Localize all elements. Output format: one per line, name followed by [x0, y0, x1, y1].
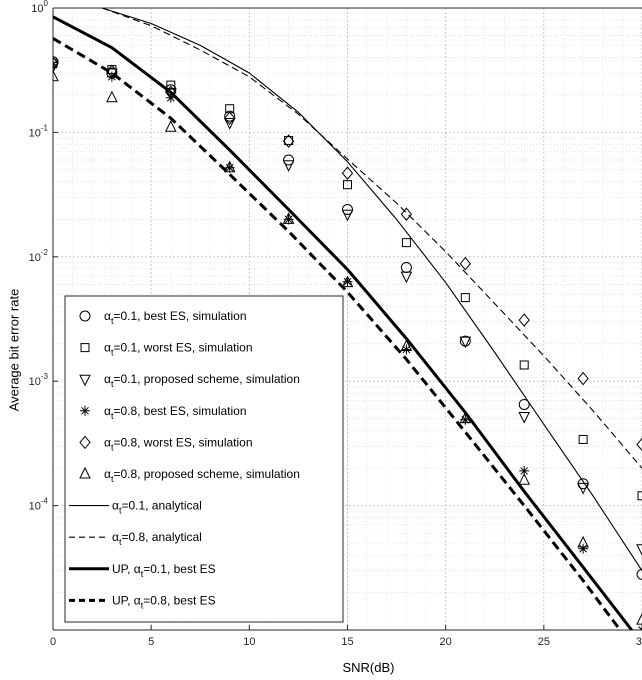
series-3-marker: [224, 162, 235, 173]
series-5-marker: [459, 411, 472, 424]
series-1-marker: [519, 360, 529, 370]
x-tick-label: 10: [243, 636, 255, 648]
series-0-marker: [636, 568, 642, 580]
x-tick-label: 20: [440, 636, 452, 648]
series-4-marker: [282, 134, 295, 148]
series-5-marker: [53, 69, 59, 82]
legend-symbol: [80, 343, 90, 353]
series-5-marker: [164, 120, 177, 132]
legend-box: [64, 295, 344, 623]
series-5-marker: [223, 160, 236, 173]
series-line-7: [101, 8, 642, 469]
series-5-marker: [282, 212, 295, 224]
legend-label: UP, αt=0.8, best ES: [112, 593, 216, 610]
y-tick-label: 100: [31, 0, 48, 15]
series-0-marker: [283, 154, 295, 166]
series-2-marker: [282, 160, 295, 172]
series-markers: [53, 56, 642, 630]
series-2-marker: [223, 118, 236, 130]
series-5-marker: [341, 275, 354, 288]
series-2-marker: [341, 209, 354, 222]
x-tick-label: 30: [636, 636, 642, 648]
legend-label: αt=0.8, proposed scheme, simulation: [104, 467, 300, 484]
axes: 0 5 10 15 20 25 30 10-4 10-3 10-2 10-1 100: [29, 0, 642, 648]
legend-symbol: [79, 435, 91, 450]
series-1-marker: [637, 491, 642, 501]
legend-symbol: [79, 466, 91, 479]
series-5-marker: [577, 535, 589, 548]
series-3-marker: [401, 344, 412, 355]
series-0-marker: [224, 110, 236, 122]
series-2-marker: [577, 482, 589, 495]
series-4-marker: [636, 437, 642, 452]
x-tick-label: 5: [148, 636, 154, 648]
y-tick-label: 10-2: [29, 248, 49, 264]
legend-label: UP, αt=0.1, best ES: [112, 562, 216, 579]
legend-symbol: [79, 310, 91, 322]
x-axis-label: SNR(dB): [342, 660, 395, 675]
series-0-marker: [518, 398, 530, 410]
series-line-9: [53, 37, 622, 630]
legend-label: αt=0.1, analytical: [112, 499, 202, 516]
series-line-8: [53, 15, 634, 630]
series-1-marker: [343, 180, 352, 190]
x-tick-label: 0: [50, 636, 56, 648]
series-4-marker: [53, 56, 59, 70]
series-5-marker: [518, 473, 531, 485]
series-4-marker: [341, 166, 354, 180]
y-tick-label: 10-4: [29, 497, 49, 513]
series-1-marker: [401, 238, 411, 248]
legend-label: αt=0.8, analytical: [112, 530, 202, 547]
series-1-marker: [166, 80, 176, 90]
legend-label: αt=0.8, best ES, simulation: [104, 404, 247, 421]
series-4-marker: [518, 313, 530, 327]
series-1-marker: [460, 293, 470, 303]
legend-symbol: [80, 405, 90, 416]
series-2-marker: [459, 336, 472, 349]
series-line-6: [101, 8, 642, 571]
series-5-marker: [106, 90, 118, 103]
series-5-marker: [636, 613, 642, 625]
legend-label: αt=0.1, proposed scheme, simulation: [104, 372, 300, 389]
series-3-marker: [578, 543, 589, 554]
series-4-marker: [165, 85, 177, 100]
series-4-marker: [106, 64, 118, 79]
series-3-marker: [342, 276, 353, 287]
series-1-marker: [578, 434, 588, 444]
legend-label: αt=0.1, worst ES, simulation: [104, 341, 253, 358]
series-0-marker: [53, 56, 59, 68]
series-lines: [53, 8, 642, 630]
series-2-marker: [636, 544, 642, 556]
y-tick-label: 10-3: [29, 372, 49, 388]
series-5-marker: [400, 339, 413, 352]
series-4-marker: [400, 207, 413, 221]
series-3-marker: [519, 465, 530, 476]
series-3-marker: [283, 214, 294, 225]
series-3-marker: [460, 414, 471, 425]
series-2-marker: [518, 412, 531, 424]
legend-label: αt=0.8, worst ES, simulation: [104, 435, 253, 452]
series-2-marker: [400, 271, 413, 284]
x-tick-label: 15: [341, 636, 353, 648]
legend-symbol: [79, 374, 91, 387]
y-tick-label: 10-1: [29, 123, 49, 139]
series-4-marker: [577, 371, 589, 386]
legend-label: αt=0.1, best ES, simulation: [104, 309, 247, 326]
y-axis-label: Average bit error rate: [6, 288, 22, 412]
legend: αt=0.1, best ES, simulation αt=0.1, worst…: [64, 295, 344, 623]
series-2-marker: [164, 87, 177, 100]
series-4-marker: [224, 111, 236, 126]
series-0-marker: [342, 204, 353, 216]
x-tick-label: 25: [538, 636, 550, 648]
series-4-marker: [459, 256, 471, 271]
